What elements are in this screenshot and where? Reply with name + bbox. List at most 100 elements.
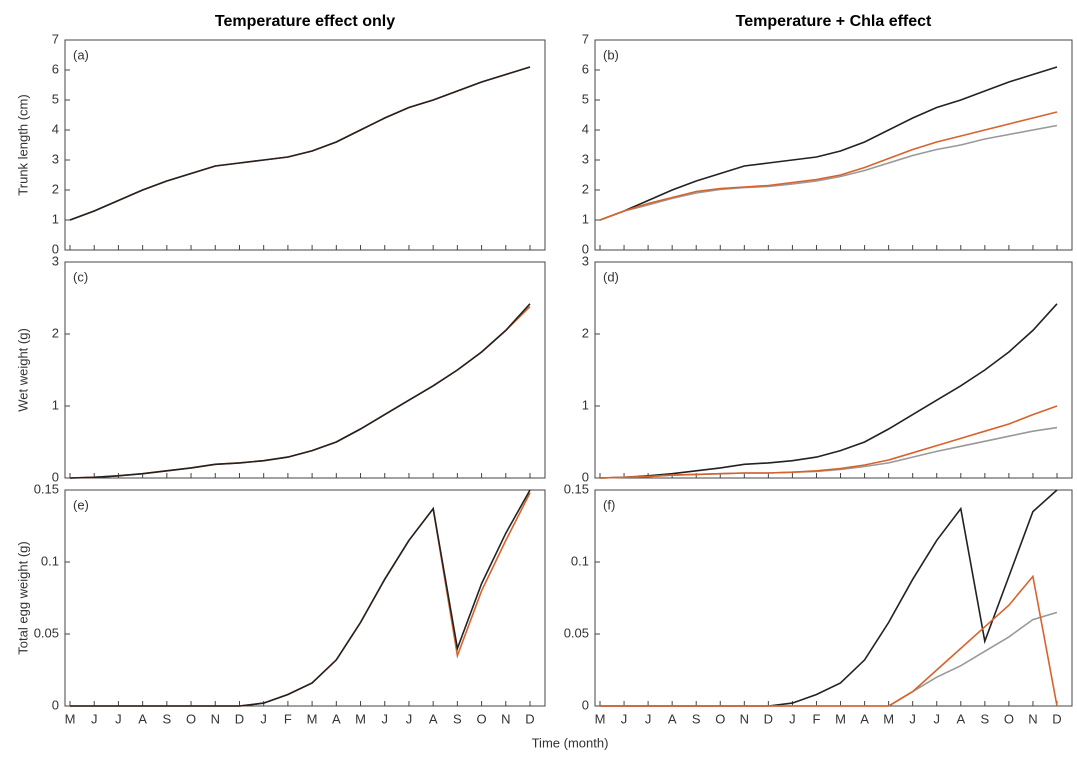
panel-label: (d) [603, 269, 619, 284]
y-tick-label: 0.1 [41, 553, 59, 568]
x-tick-label: S [692, 711, 701, 726]
x-tick-label: A [138, 711, 147, 726]
y-tick-label: 0 [52, 697, 59, 712]
x-tick-label: A [860, 711, 869, 726]
y-tick-label: 5 [582, 91, 589, 106]
y-tick-label: 1 [582, 397, 589, 412]
x-tick-label: N [501, 711, 510, 726]
y-tick-label: 3 [52, 151, 59, 166]
x-tick-label: N [740, 711, 749, 726]
y-tick-label: 0.05 [564, 625, 589, 640]
data-line [70, 489, 531, 707]
panel-label: (c) [73, 269, 88, 284]
y-tick-label: 0 [582, 697, 589, 712]
x-tick-label: M [835, 711, 846, 726]
data-line [69, 306, 531, 479]
y-tick-label: 1 [52, 211, 59, 226]
y-tick-label: 7 [52, 31, 59, 46]
panel-label: (b) [603, 47, 619, 62]
x-tick-label: J [933, 711, 940, 726]
x-tick-label: J [789, 711, 796, 726]
data-line [599, 66, 1058, 221]
y-tick-label: 0.15 [564, 481, 589, 496]
y-tick-label: 6 [52, 61, 59, 76]
x-tick-label: J [260, 711, 267, 726]
panel-label: (e) [73, 497, 89, 512]
y-tick-label: 3 [52, 253, 59, 268]
y-tick-label: 4 [52, 121, 59, 136]
x-tick-label: M [883, 711, 894, 726]
y-tick-label: 2 [52, 325, 59, 340]
y-axis-label: Wet weight (g) [15, 328, 30, 412]
y-tick-label: 0 [52, 241, 59, 256]
y-tick-label: 0.15 [34, 481, 59, 496]
y-tick-label: 2 [582, 325, 589, 340]
y-axis-label: Total egg weight (g) [15, 541, 30, 654]
data-line [69, 303, 531, 479]
x-tick-label: J [621, 711, 628, 726]
x-tick-label: D [525, 711, 534, 726]
x-tick-label: M [307, 711, 318, 726]
y-tick-label: 2 [52, 181, 59, 196]
x-tick-label: O [477, 711, 487, 726]
x-tick-label: J [645, 711, 652, 726]
plot-frame [64, 261, 546, 479]
plot-frame [64, 489, 546, 707]
x-tick-label: M [595, 711, 606, 726]
y-tick-label: 1 [52, 397, 59, 412]
y-tick-label: 0 [582, 241, 589, 256]
y-tick-label: 0.1 [571, 553, 589, 568]
panel-title: Temperature effect only [215, 13, 395, 30]
x-tick-label: S [453, 711, 462, 726]
data-line [599, 405, 1058, 479]
data-line [70, 492, 531, 707]
plot-frame [64, 39, 546, 251]
x-tick-label: N [1028, 711, 1037, 726]
x-tick-label: O [715, 711, 725, 726]
x-tick-label: A [332, 711, 341, 726]
x-tick-label: J [406, 711, 413, 726]
y-tick-label: 1 [582, 211, 589, 226]
y-tick-label: 2 [582, 181, 589, 196]
y-tick-label: 3 [582, 151, 589, 166]
y-tick-label: 7 [582, 31, 589, 46]
x-tick-label: M [355, 711, 366, 726]
y-tick-label: 0.05 [34, 625, 59, 640]
y-tick-label: 5 [52, 91, 59, 106]
x-tick-label: S [981, 711, 990, 726]
x-tick-label: A [668, 711, 677, 726]
y-axis-label: Trunk length (cm) [15, 94, 30, 195]
data-line [69, 66, 531, 221]
y-tick-label: 3 [582, 253, 589, 268]
plot-frame [594, 39, 1073, 251]
y-tick-label: 6 [582, 61, 589, 76]
data-line [600, 611, 1058, 707]
x-axis-label: Time (month) [532, 735, 609, 750]
panel-title: Temperature + Chla effect [736, 13, 932, 30]
x-tick-label: J [381, 711, 388, 726]
x-tick-label: F [812, 711, 820, 726]
x-tick-label: N [211, 711, 220, 726]
data-line [599, 111, 1058, 221]
data-line [599, 124, 1058, 221]
x-tick-label: D [235, 711, 244, 726]
x-tick-label: S [163, 711, 172, 726]
data-line [599, 303, 1058, 479]
plot-frame [594, 261, 1073, 479]
panel-label: (a) [73, 47, 89, 62]
x-tick-label: F [284, 711, 292, 726]
x-tick-label: D [1052, 711, 1061, 726]
x-tick-label: J [115, 711, 122, 726]
x-tick-label: A [429, 711, 438, 726]
x-tick-label: D [764, 711, 773, 726]
x-tick-label: M [65, 711, 76, 726]
x-tick-label: A [956, 711, 965, 726]
y-tick-label: 0 [52, 469, 59, 484]
x-tick-label: J [91, 711, 98, 726]
x-tick-label: O [1004, 711, 1014, 726]
x-tick-label: J [909, 711, 916, 726]
x-tick-label: O [186, 711, 196, 726]
y-tick-label: 0 [582, 469, 589, 484]
data-line [600, 489, 1058, 707]
